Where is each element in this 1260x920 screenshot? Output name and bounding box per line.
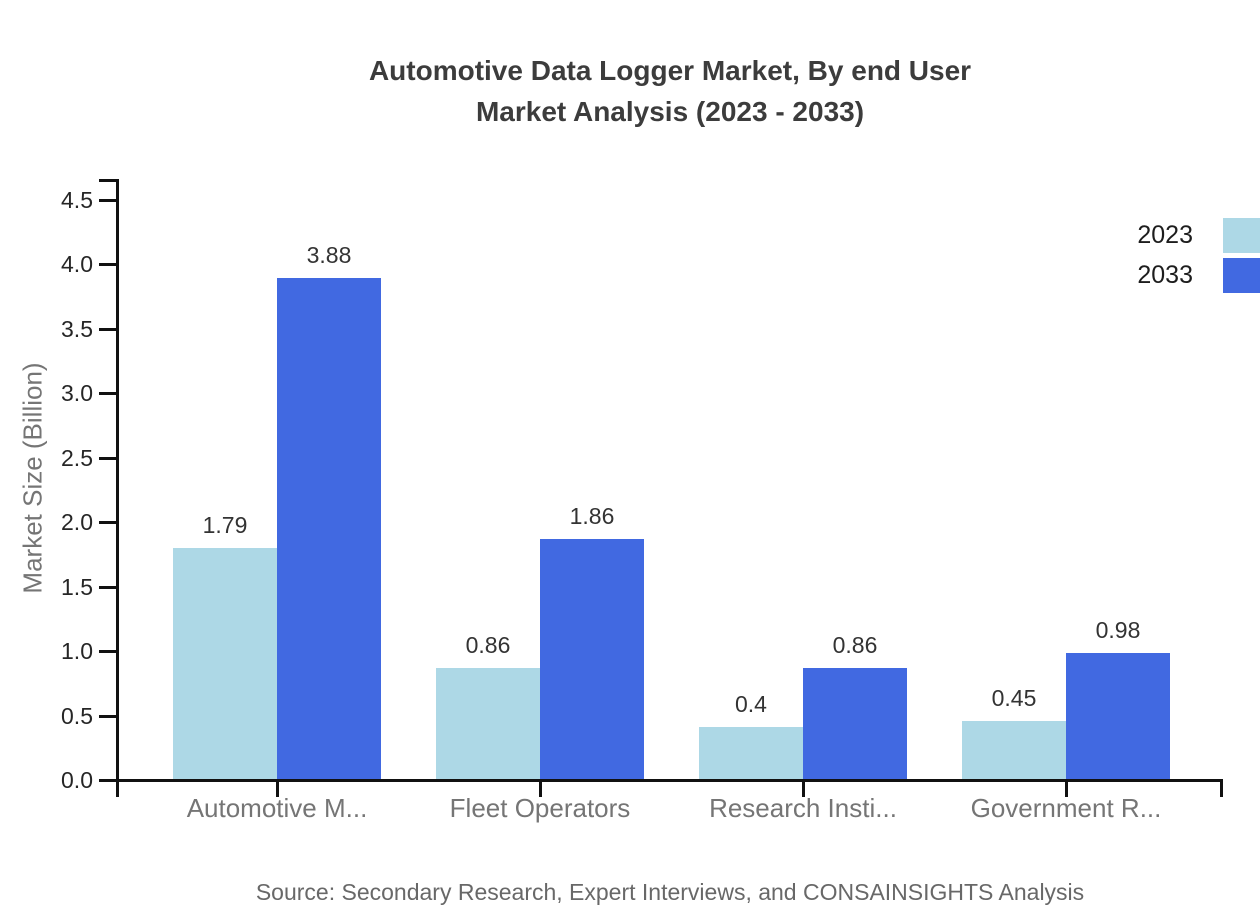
bar-2033-1 xyxy=(277,278,381,779)
y-tick-label: 4.0 xyxy=(61,251,93,277)
x-tick xyxy=(802,779,805,797)
bar-value-label: 1.86 xyxy=(569,503,615,529)
y-axis-spine xyxy=(116,179,119,797)
y-tick-label: 4.5 xyxy=(61,187,93,213)
y-tick xyxy=(99,328,116,331)
y-tick xyxy=(99,779,116,782)
legend-item-2033: 2033 xyxy=(1137,258,1260,293)
x-axis-spine xyxy=(116,779,1223,782)
legend-label-2033: 2033 xyxy=(1137,261,1193,289)
bar-value-label: 0.86 xyxy=(832,632,878,658)
category-label: Automotive M... xyxy=(186,793,368,823)
y-tick xyxy=(99,650,116,653)
source-note: Source: Secondary Research, Expert Inter… xyxy=(255,879,1085,905)
legend-item-2023: 2023 xyxy=(1137,218,1260,253)
category-label: Fleet Operators xyxy=(449,793,631,823)
legend-label-2023: 2023 xyxy=(1137,221,1193,249)
y-tick-label: 2.0 xyxy=(61,509,93,535)
legend-swatch-2033 xyxy=(1223,258,1260,293)
y-tick xyxy=(99,715,116,718)
category-label: Government R... xyxy=(970,793,1162,823)
y-tick xyxy=(99,263,116,266)
bar-2033-2 xyxy=(540,539,644,779)
bar-2033-4 xyxy=(1066,653,1170,779)
x-tick xyxy=(1065,779,1068,797)
y-tick xyxy=(99,199,116,202)
x-tick xyxy=(539,779,542,797)
y-tick-label: 1.0 xyxy=(61,638,93,664)
bar-2023-4 xyxy=(962,721,1066,779)
y-axis-top-cap xyxy=(99,179,116,183)
legend: 2023 2033 xyxy=(1137,218,1260,293)
bar-2023-1 xyxy=(173,548,277,779)
bar-value-label: 3.88 xyxy=(306,242,352,268)
bar-value-label: 0.4 xyxy=(735,691,767,717)
category-label: Research Insti... xyxy=(709,793,897,823)
y-tick-label: 3.5 xyxy=(61,316,93,342)
y-tick-label: 1.5 xyxy=(61,574,93,600)
y-tick xyxy=(99,586,116,589)
bar-2023-3 xyxy=(699,727,803,779)
bar-value-label: 1.79 xyxy=(202,512,248,538)
chart-title-line2: Market Analysis (2023 - 2033) xyxy=(475,96,865,127)
y-tick xyxy=(99,457,116,460)
bar-value-label: 0.86 xyxy=(465,632,511,658)
y-tick-label: 2.5 xyxy=(61,445,93,471)
chart-title-line1: Automotive Data Logger Market, By end Us… xyxy=(368,55,972,86)
bar-2023-2 xyxy=(436,668,540,779)
bar-value-label: 0.98 xyxy=(1095,617,1141,643)
chart-title: Automotive Data Logger Market, By end Us… xyxy=(0,50,1260,132)
legend-swatch-2023 xyxy=(1223,218,1260,253)
bar-2033-3 xyxy=(803,668,907,779)
y-tick-label: 0.0 xyxy=(61,767,93,793)
bar-value-label: 0.45 xyxy=(991,685,1037,711)
x-tick xyxy=(276,779,279,797)
y-tick-label: 3.0 xyxy=(61,380,93,406)
x-axis-end-tick xyxy=(1220,779,1223,797)
y-tick xyxy=(99,521,116,524)
y-tick-label: 0.5 xyxy=(61,703,93,729)
y-tick xyxy=(99,392,116,395)
